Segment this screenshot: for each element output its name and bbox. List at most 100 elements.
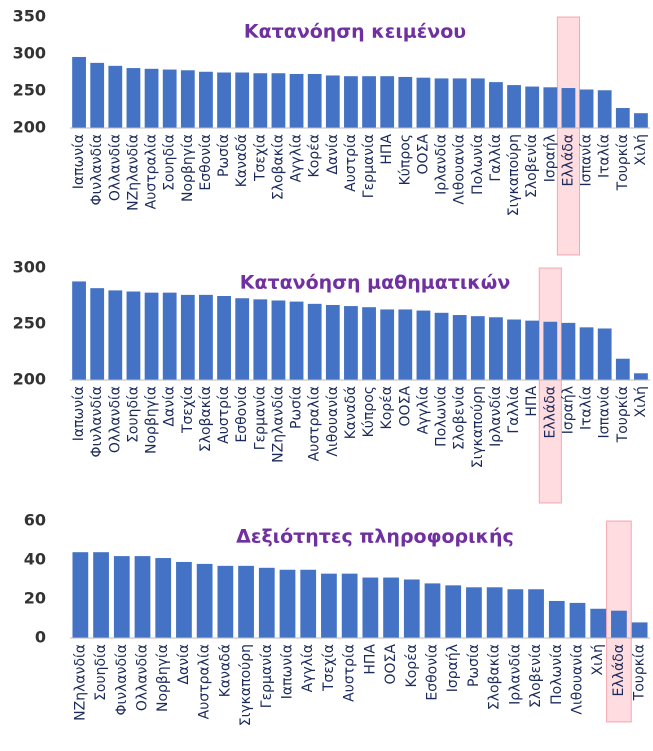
- bar: [470, 316, 485, 380]
- y-tick-label: 200: [13, 118, 46, 137]
- x-tick-label: ΝΖηλανδία: [125, 134, 141, 211]
- x-tick-label: Χιλή: [590, 644, 606, 676]
- bar: [597, 90, 612, 128]
- bar: [144, 292, 159, 380]
- y-tick-label: 200: [13, 370, 46, 389]
- bar: [90, 62, 105, 128]
- x-tick-label: Πολωνία: [434, 386, 450, 447]
- bar: [579, 327, 594, 380]
- x-tick-label: Λιθουανία: [452, 134, 468, 205]
- bar: [217, 296, 231, 380]
- bar: [569, 602, 586, 638]
- x-tick-label: Ιαπωνία: [71, 386, 87, 441]
- bar: [307, 73, 322, 128]
- bar: [416, 310, 431, 380]
- bar: [403, 579, 420, 638]
- x-tick-label: Ολλανδία: [107, 386, 123, 453]
- x-tick-label: Εσθονία: [234, 386, 250, 443]
- x-tick-label: Αυστρία: [216, 386, 232, 444]
- x-tick-label: Κορέα: [404, 644, 420, 687]
- bar: [271, 73, 286, 128]
- x-tick-label: Πολωνία: [549, 644, 565, 705]
- bar: [325, 304, 340, 380]
- y-tick-label: 20: [24, 589, 46, 608]
- x-tick-label: Φινλανδία: [89, 386, 105, 457]
- bar: [434, 78, 449, 128]
- bar: [452, 315, 467, 380]
- bar: [134, 556, 151, 638]
- bar: [489, 317, 503, 380]
- x-tick-label: Φινλανδία: [89, 134, 105, 205]
- x-tick-label: Κύπρος: [361, 386, 377, 437]
- bar: [289, 73, 304, 128]
- x-tick-label: Αυστραλία: [197, 644, 213, 719]
- bar: [416, 77, 431, 128]
- bar: [543, 321, 558, 380]
- bar: [113, 556, 130, 638]
- x-tick-label: Ισραήλ: [542, 134, 558, 182]
- bar: [300, 569, 317, 638]
- x-tick-label: Λιθουανία: [570, 644, 586, 715]
- x-tick-label: Κύπρος: [397, 134, 413, 185]
- x-tick-label: Γερμανία: [259, 644, 275, 708]
- bar: [180, 70, 195, 128]
- bar: [634, 113, 648, 128]
- x-tick-label: Καναδά: [234, 134, 250, 187]
- bar: [579, 89, 594, 128]
- bar: [176, 561, 192, 638]
- x-tick-label: Σιγκαπούρη: [238, 644, 254, 726]
- bar: [615, 108, 630, 128]
- x-tick-label: Ελλάδα: [611, 644, 627, 696]
- highlight-box: [538, 267, 562, 504]
- x-tick-label: Αυστρία: [343, 134, 359, 192]
- bar: [590, 608, 607, 638]
- x-tick-label: Σιγκαπούρη: [506, 134, 522, 216]
- x-tick-label: Ολλανδία: [135, 644, 151, 711]
- bar: [466, 587, 482, 638]
- bar: [344, 76, 358, 128]
- bar: [199, 294, 213, 380]
- x-tick-label: Αυστραλία: [144, 134, 160, 209]
- x-tick-label: Τουρκία: [615, 386, 631, 443]
- bar: [615, 358, 630, 380]
- bar: [235, 72, 250, 128]
- bar: [72, 56, 86, 128]
- x-tick-label: Ισπανία: [579, 134, 595, 186]
- y-tick-label: 300: [13, 44, 46, 63]
- bar: [271, 300, 286, 380]
- x-tick-label: Φινλανδία: [114, 644, 130, 715]
- x-tick-label: Κορέα: [307, 134, 323, 177]
- bar: [235, 298, 250, 380]
- x-tick-label: Ελλάδα: [560, 134, 576, 186]
- x-tick-label: Κορέα: [379, 386, 395, 429]
- bar: [253, 299, 268, 380]
- y-tick-label: 40: [24, 550, 46, 569]
- bar: [489, 82, 503, 128]
- bar: [344, 306, 358, 380]
- bar: [611, 610, 627, 638]
- bar: [289, 301, 304, 380]
- x-tick-label: Εσθονία: [425, 644, 441, 701]
- x-tick-label: Γαλλία: [488, 134, 504, 182]
- x-tick-label: Ελλάδα: [542, 386, 558, 438]
- x-tick-label: ΟΟΣΑ: [415, 134, 431, 175]
- x-tick-label: ΗΠΑ: [379, 134, 395, 165]
- y-tick-label: 250: [13, 81, 46, 100]
- x-tick-label: Τσεχία: [321, 644, 337, 692]
- bar: [470, 78, 485, 128]
- bar: [258, 567, 275, 638]
- chart-title: Κατανόηση κειμένου: [244, 21, 466, 43]
- x-tick-label: Ιταλία: [579, 386, 595, 430]
- x-tick-label: Σλοβακία: [487, 644, 503, 710]
- x-tick-label: ΟΟΣΑ: [397, 386, 413, 427]
- x-tick-label: Τουρκία: [632, 644, 648, 701]
- bar: [162, 69, 177, 128]
- x-tick-label: Αγγλία: [289, 134, 305, 182]
- bar: [279, 569, 296, 638]
- x-tick-label: Ισραήλ: [445, 644, 461, 692]
- x-tick-label: Σουηδία: [162, 134, 178, 191]
- bar: [561, 322, 576, 380]
- x-tick-label: Καναδά: [343, 386, 359, 439]
- x-tick-label: Λιθουανία: [325, 386, 341, 457]
